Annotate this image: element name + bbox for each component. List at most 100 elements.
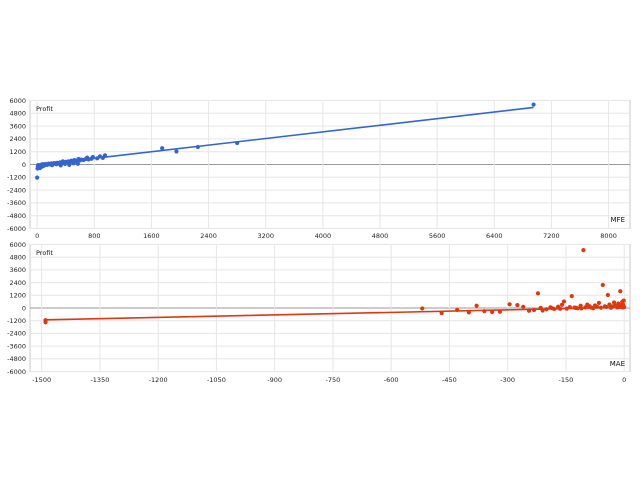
mae-data-point <box>515 303 520 308</box>
mae-data-point <box>567 304 572 310</box>
mae-x-tick-label: -600 <box>384 376 399 384</box>
mfe-data-point <box>71 161 76 166</box>
mae-axis-name: MAE <box>610 360 625 368</box>
mae-plot-label: Profit <box>36 249 53 257</box>
mfe-y-tick-labels: 6000 4800 3600 2400 1200 0 -1200 -2400 -3600 -480… <box>7 97 26 233</box>
mae-data-point <box>596 300 602 306</box>
mfe-y-tick-label: 3600 <box>9 122 26 130</box>
mae-x-tick-label: -1350 <box>90 376 109 384</box>
mfe-trend-line <box>37 106 534 166</box>
mae-data-points <box>43 248 627 325</box>
mfe-data-points <box>35 102 536 180</box>
mae-x-tick-label: -750 <box>326 376 341 384</box>
mae-data-point <box>43 320 48 325</box>
mfe-y-tick-label: 2400 <box>9 135 26 143</box>
mae-x-tick-labels: -1500 -1350 -1200 -1050 -900 -750 -600 -450 -300… <box>32 376 626 384</box>
mae-data-point <box>531 307 537 313</box>
mae-x-tick-label: -450 <box>442 376 457 384</box>
mae-data-point <box>598 305 603 310</box>
mfe-data-point <box>58 163 63 168</box>
mae-data-point <box>538 305 543 310</box>
mfe-data-point <box>235 140 240 146</box>
mfe-data-point <box>62 161 68 166</box>
mae-data-point <box>550 306 555 311</box>
mae-data-point <box>564 306 569 311</box>
mae-y-tick-label: 3600 <box>9 266 26 274</box>
mae-data-point <box>474 303 479 308</box>
mae-y-tick-label: 2400 <box>9 279 26 287</box>
mfe-plot-label: Profit <box>36 105 53 113</box>
mae-data-point <box>557 306 563 311</box>
mfe-data-point <box>35 175 40 180</box>
mae-x-tick-label: -1500 <box>32 376 51 384</box>
mae-y-tick-labels: 6000 4800 3600 2400 1200 0 -1200 -2400 -3600 -480… <box>7 241 26 376</box>
mae-data-point <box>569 294 574 299</box>
mae-data-point <box>607 302 612 307</box>
mae-x-tick-label: -300 <box>500 376 515 384</box>
mae-y-tick-label: 6000 <box>9 241 26 249</box>
mfe-x-tick-label: 1600 <box>143 232 160 240</box>
mfe-y-tick-label: 1200 <box>9 148 26 156</box>
mfe-x-tick-label: 3200 <box>257 232 274 240</box>
mae-y-tick-label: -2400 <box>7 330 26 338</box>
mae-y-tick-label: 4800 <box>9 254 26 262</box>
mae-x-tick-label: -1050 <box>207 376 226 384</box>
mae-data-point <box>611 300 617 305</box>
mfe-data-point <box>195 144 200 150</box>
mae-y-tick-label: -3600 <box>7 342 26 350</box>
mae-data-point <box>490 309 495 315</box>
mfe-data-point <box>67 162 72 168</box>
mfe-x-tick-label: 6400 <box>486 232 503 240</box>
mae-y-tick-label: -4800 <box>7 355 26 363</box>
mfe-data-point <box>75 161 80 166</box>
mae-y-tick-label: -1200 <box>7 317 26 325</box>
mae-data-point <box>544 307 549 312</box>
mfe-y-tick-label: -2400 <box>7 186 26 194</box>
mfe-y-tick-label: -1200 <box>7 174 26 182</box>
mfe-data-point <box>50 163 55 168</box>
mae-x-tick-label: -1200 <box>149 376 168 384</box>
mfe-data-point <box>531 102 536 107</box>
mae-data-point <box>622 304 627 310</box>
mfe-data-point <box>54 162 59 167</box>
mae-data-point <box>507 302 512 307</box>
mae-data-point <box>594 304 600 309</box>
mae-data-point <box>604 304 609 310</box>
mfe-axis-name: MFE <box>611 216 626 224</box>
mfe-x-tick-labels: 0 800 1600 2400 3200 4000 4800 5600 6400 7200 8000 <box>35 232 617 240</box>
mfe-data-point <box>174 149 179 154</box>
mae-data-point <box>455 307 460 313</box>
mae-data-point <box>573 305 578 310</box>
mae-y-tick-label: 0 <box>22 304 26 312</box>
mfe-data-point <box>95 156 100 161</box>
mfe-y-tick-label: -3600 <box>7 199 26 207</box>
mae-data-point <box>579 306 584 311</box>
mae-data-point <box>535 291 541 296</box>
mae-data-point <box>621 298 626 303</box>
mfe-data-point <box>100 155 105 160</box>
mfe-data-point <box>45 162 50 167</box>
mae-data-point <box>521 304 526 309</box>
mae-y-tick-label: -6000 <box>7 368 26 376</box>
mae-data-point <box>420 306 425 311</box>
mfe-x-tick-label: 2400 <box>200 232 217 240</box>
mae-data-point <box>605 292 610 298</box>
mae-x-tick-label: -900 <box>267 376 282 384</box>
mfe-x-tick-label: 8000 <box>600 232 617 240</box>
mfe-x-tick-label: 800 <box>88 232 100 240</box>
mae-data-point <box>482 309 487 314</box>
mfe-data-point <box>160 146 165 151</box>
mae-chart-panel: 6000 4800 3600 2400 1200 0 -1200 -2400 -3600 -480… <box>7 241 631 384</box>
mfe-y-tick-label: 4800 <box>9 110 26 118</box>
mae-y-tick-label: 1200 <box>9 292 26 300</box>
mfe-y-tick-label: 0 <box>22 161 26 169</box>
mfe-y-tick-label: -4800 <box>7 212 26 220</box>
mae-data-point <box>618 289 623 294</box>
mfe-data-point <box>35 166 40 171</box>
mae-data-point <box>581 248 586 253</box>
mfe-gridlines <box>30 100 630 229</box>
mfe-x-tick-label: 0 <box>35 232 39 240</box>
mae-data-point <box>600 282 605 288</box>
mae-data-point <box>497 309 503 314</box>
